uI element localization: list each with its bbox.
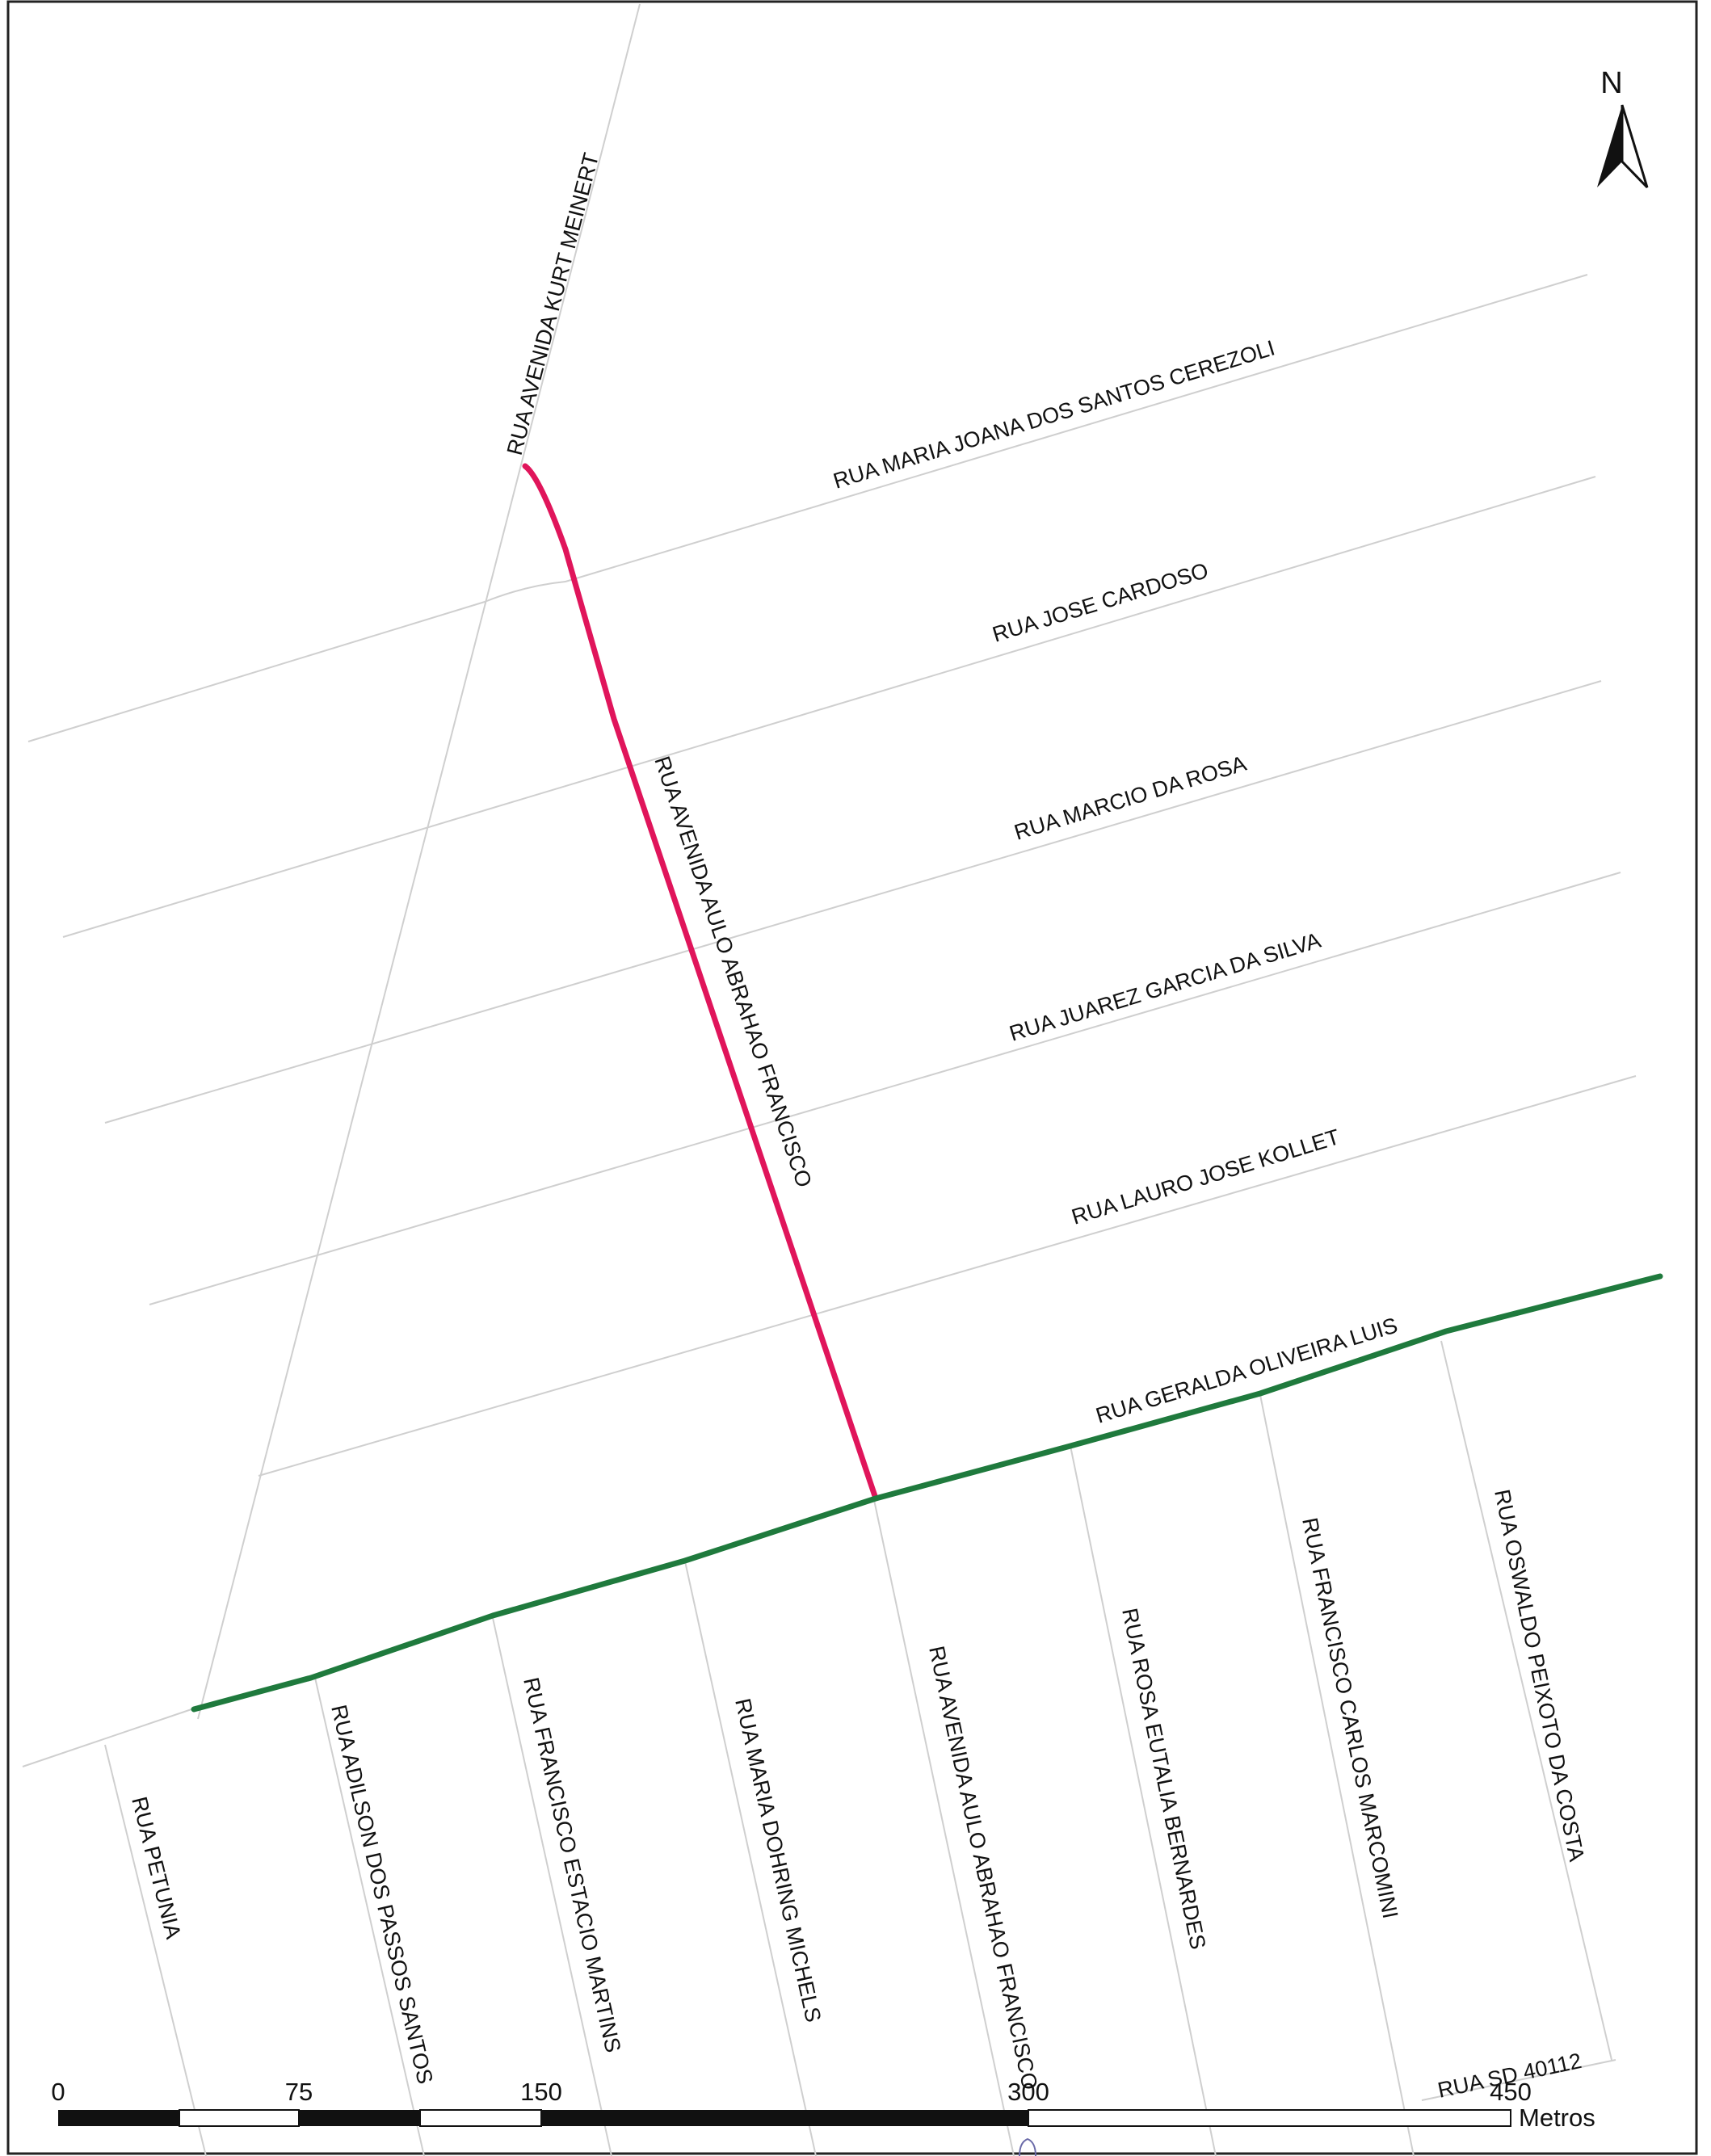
street-adilson bbox=[314, 1677, 425, 2156]
street-rosa-eutalia bbox=[1070, 1445, 1217, 2156]
street-francisco-carlos bbox=[1259, 1394, 1415, 2156]
street-francisco-estacio bbox=[492, 1617, 612, 2156]
label-oswaldo-peixoto: RUA OSWALDO PEIXOTO DA COSTA bbox=[1490, 1487, 1589, 1864]
highlighted-route-green bbox=[191, 1273, 1663, 1713]
scale-tick-300: 300 bbox=[1007, 2078, 1049, 2106]
label-aulo-abrahao-north: RUA AVENIDA AULO ABRAHAO FRANCISCO bbox=[650, 753, 816, 1190]
label-francisco-estacio: RUA FRANCISCO ESTACIO MARTINS bbox=[519, 1675, 625, 2055]
label-juarez-garcia: RUA JUAREZ GARCIA DA SILVA bbox=[1007, 928, 1323, 1046]
street-oswaldo bbox=[1440, 1340, 1612, 2061]
label-francisco-carlos: RUA FRANCISCO CARLOS MARCOMINI bbox=[1297, 1515, 1402, 1920]
street-lauro-kollet bbox=[258, 1075, 1637, 1477]
scale-tick-450: 450 bbox=[1490, 2078, 1532, 2106]
scale-tick-0: 0 bbox=[51, 2078, 65, 2106]
street-juarez-garcia bbox=[149, 872, 1621, 1305]
highlighted-route-magenta bbox=[522, 463, 879, 1502]
label-aulo-abrahao-south: RUA AVENIDA AULO ABRAHAO FRANCISCO bbox=[924, 1644, 1042, 2092]
label-maria-joana: RUA MARIA JOANA DOS SANTOS CEREZOLI bbox=[830, 336, 1278, 494]
street-kurt-meinert bbox=[197, 3, 641, 1720]
street-marcio-rosa bbox=[104, 680, 1602, 1124]
scale-tick-75: 75 bbox=[285, 2078, 313, 2106]
north-letter: N bbox=[1600, 66, 1622, 100]
street-petunia bbox=[104, 1744, 207, 2156]
north-arrow-icon: N bbox=[1597, 66, 1649, 189]
scale-tick-150: 150 bbox=[520, 2078, 562, 2106]
street-geralda-west bbox=[22, 1708, 195, 1767]
label-lauro-kollet: RUA LAURO JOSE KOLLET bbox=[1069, 1124, 1343, 1229]
street-sd-40112 bbox=[1421, 2059, 1616, 2101]
street-network bbox=[22, 3, 1637, 2156]
label-geralda-oliveira: RUA GERALDA OLIVEIRA LUIS bbox=[1093, 1313, 1400, 1427]
scale-bar: 0 75 150 300 450 Metros bbox=[51, 2078, 1595, 2132]
blue-curve-mark bbox=[1019, 2137, 1036, 2156]
label-adilson-passos: RUA ADILSON DOS PASSOS SANTOS bbox=[326, 1703, 437, 2087]
label-marcio-rosa: RUA MARCIO DA ROSA bbox=[1011, 751, 1249, 845]
label-kurt-meinert: RUA AVENIDA KURT MEINERT bbox=[502, 150, 603, 457]
street-labels: RUA AVENIDA KURT MEINERT RUA MARIA JOANA… bbox=[127, 150, 1589, 2103]
street-jose-cardoso bbox=[62, 476, 1596, 938]
street-maria-joana bbox=[27, 274, 1588, 742]
label-maria-dohring: RUA MARIA DOHRING MICHELS bbox=[730, 1696, 826, 2024]
map-frame bbox=[6, 0, 1698, 2155]
street-maria-dohring bbox=[684, 1561, 817, 2156]
street-aulo-south bbox=[873, 1499, 1015, 2156]
scale-unit: Metros bbox=[1519, 2103, 1595, 2132]
